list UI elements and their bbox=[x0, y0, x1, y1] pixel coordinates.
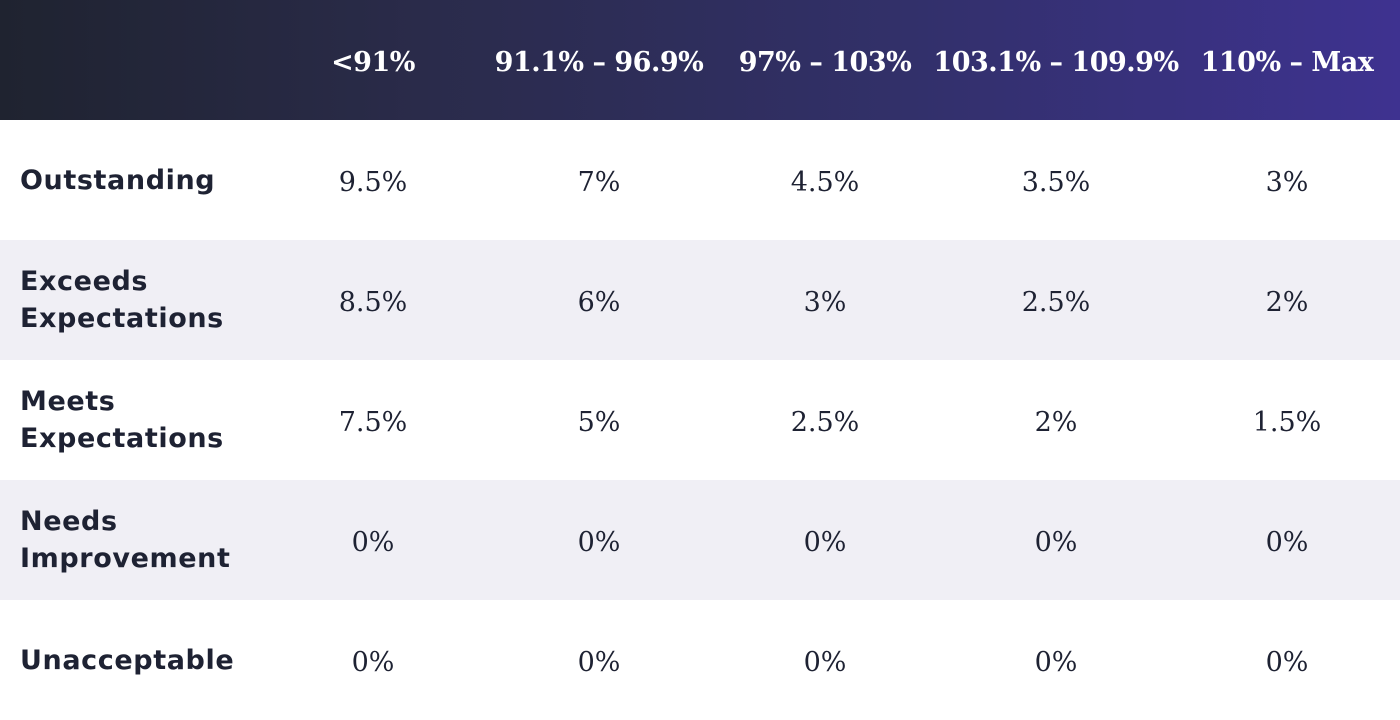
table-cell: 0% bbox=[1265, 526, 1309, 558]
table-cell: 3% bbox=[1265, 166, 1309, 198]
column-header: 97% – 103% bbox=[738, 46, 912, 78]
table-cell: 0% bbox=[351, 526, 395, 558]
table-cell: 2% bbox=[1265, 286, 1309, 318]
table-row bbox=[0, 120, 1400, 240]
header-corner-cell bbox=[0, 0, 260, 120]
row-label: Needs Improvement bbox=[20, 506, 231, 574]
table-cell: 0% bbox=[577, 646, 621, 678]
row-label: Outstanding bbox=[20, 164, 216, 196]
table-cell: 9.5% bbox=[338, 166, 408, 198]
row-label: Unacceptable bbox=[20, 644, 235, 676]
table-cell: 7% bbox=[577, 166, 621, 198]
table-cell: 0% bbox=[803, 646, 847, 678]
table-cell: 0% bbox=[1034, 526, 1078, 558]
table-cell: 2.5% bbox=[1021, 286, 1091, 318]
table-header-bar bbox=[0, 0, 1400, 120]
table-cell: 0% bbox=[803, 526, 847, 558]
table-cell: 7.5% bbox=[338, 406, 408, 438]
column-header: 110% – Max bbox=[1200, 46, 1374, 78]
column-header: 103.1% – 109.9% bbox=[933, 46, 1179, 78]
table-row bbox=[0, 480, 1400, 600]
row-label: Meets Expectations bbox=[20, 386, 224, 454]
table-cell: 5% bbox=[577, 406, 621, 438]
table-cell: 0% bbox=[1034, 646, 1078, 678]
table-row bbox=[0, 600, 1400, 720]
table-cell: 3.5% bbox=[1021, 166, 1091, 198]
table-cell: 3% bbox=[803, 286, 847, 318]
table-cell: 1.5% bbox=[1252, 406, 1322, 438]
table-cell: 0% bbox=[1265, 646, 1309, 678]
row-label: Exceeds Expectations bbox=[20, 266, 224, 334]
table-cell: 2% bbox=[1034, 406, 1078, 438]
column-header: <91% bbox=[331, 46, 415, 78]
table-cell: 0% bbox=[351, 646, 395, 678]
table-row bbox=[0, 240, 1400, 360]
table-cell: 6% bbox=[577, 286, 621, 318]
table-cell: 2.5% bbox=[790, 406, 860, 438]
table-cell: 0% bbox=[577, 526, 621, 558]
column-header: 91.1% – 96.9% bbox=[494, 46, 704, 78]
table-row bbox=[0, 360, 1400, 480]
table-cell: 8.5% bbox=[338, 286, 408, 318]
table-cell: 4.5% bbox=[790, 166, 860, 198]
